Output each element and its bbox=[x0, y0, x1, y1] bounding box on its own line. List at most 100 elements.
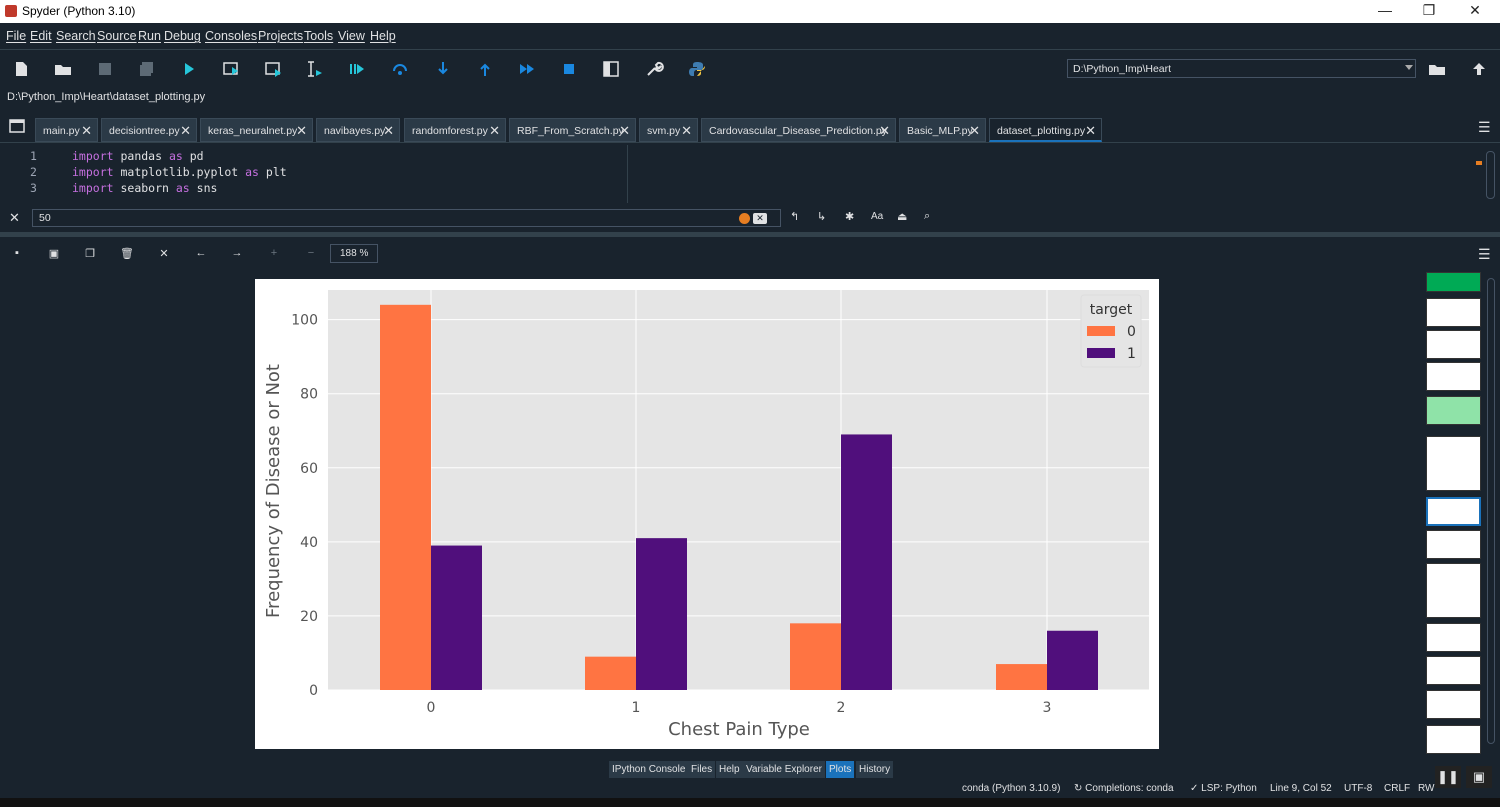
stop-debug-icon[interactable] bbox=[559, 59, 579, 79]
screen-icon[interactable]: ▣ bbox=[1466, 766, 1492, 788]
code-line[interactable]: import seaborn as sns bbox=[72, 181, 218, 195]
close-icon[interactable]: ✕ bbox=[879, 123, 890, 138]
find-next-icon[interactable]: ↳ bbox=[817, 211, 827, 223]
menu-projects[interactable]: Projects bbox=[258, 29, 304, 43]
close-icon[interactable]: ✕ bbox=[681, 123, 692, 138]
zoom-out-icon[interactable]: − bbox=[307, 247, 315, 259]
run-icon[interactable] bbox=[179, 59, 199, 79]
menu-view[interactable]: View bbox=[338, 29, 365, 43]
thumbnail-pie[interactable] bbox=[1426, 563, 1481, 618]
tab-cardovascular[interactable]: Cardovascular_Disease_Prediction.py ✕ bbox=[701, 118, 896, 142]
find-input[interactable]: 50 ✕ bbox=[32, 209, 781, 227]
tab-ipython-console[interactable]: IPython Console bbox=[609, 761, 689, 778]
preferences-icon[interactable] bbox=[644, 59, 664, 79]
find-previous-icon[interactable]: ↰ bbox=[790, 211, 800, 223]
tab-keras-neuralnet[interactable]: keras_neuralnet.py ✕ bbox=[200, 118, 313, 142]
run-selection-icon[interactable] bbox=[305, 59, 325, 79]
close-icon[interactable]: ✕ bbox=[619, 123, 630, 138]
step-over-icon[interactable] bbox=[390, 59, 410, 79]
maximize-pane-icon[interactable] bbox=[601, 59, 621, 79]
minimize-button[interactable]: — bbox=[1378, 2, 1392, 18]
debug-icon[interactable] bbox=[347, 59, 367, 79]
pause-icon[interactable]: ❚❚ bbox=[1435, 766, 1461, 788]
browse-folder-icon[interactable] bbox=[1427, 59, 1447, 79]
thumbnail-current[interactable] bbox=[1426, 497, 1481, 526]
pane-splitter[interactable] bbox=[0, 232, 1500, 237]
thumbnail-blue-bars[interactable] bbox=[1426, 690, 1481, 719]
parent-directory-icon[interactable] bbox=[1469, 59, 1489, 79]
maximize-button[interactable]: ❐ bbox=[1422, 2, 1436, 18]
thumbnail-blue-bars[interactable] bbox=[1426, 656, 1481, 685]
thumbnails-scrollbar[interactable] bbox=[1487, 278, 1495, 744]
close-icon[interactable]: ✕ bbox=[180, 123, 191, 138]
python-path-icon[interactable] bbox=[687, 59, 707, 79]
tab-plots[interactable]: Plots bbox=[826, 761, 855, 778]
menu-consoles[interactable]: Consoles bbox=[205, 29, 258, 43]
copy-plot-icon[interactable]: ❐ bbox=[85, 248, 95, 260]
save-icon[interactable] bbox=[95, 59, 115, 79]
search-in-selection-icon[interactable]: ⌕ bbox=[924, 210, 931, 222]
tab-main[interactable]: main.py ✕ bbox=[35, 118, 98, 142]
menu-tools[interactable]: Tools bbox=[304, 29, 334, 43]
whole-word-icon[interactable]: ⏏ bbox=[897, 211, 908, 223]
zoom-level[interactable]: 188 % bbox=[330, 244, 378, 263]
close-icon[interactable]: ✕ bbox=[383, 123, 394, 138]
tab-files[interactable]: Files bbox=[688, 761, 716, 778]
thumbnail-bars[interactable] bbox=[1426, 362, 1481, 391]
zoom-in-icon[interactable]: + bbox=[270, 247, 278, 259]
menu-source[interactable]: Source bbox=[97, 29, 137, 43]
save-plot-icon[interactable]: ▪ bbox=[15, 247, 19, 259]
menu-search[interactable]: Search bbox=[56, 29, 96, 43]
close-icon[interactable]: ✕ bbox=[296, 123, 307, 138]
code-line[interactable]: import matplotlib.pyplot as plt bbox=[72, 165, 287, 179]
close-icon[interactable]: ✕ bbox=[969, 123, 980, 138]
continue-icon[interactable] bbox=[517, 59, 537, 79]
menu-debug[interactable]: Debug bbox=[164, 29, 201, 43]
thumbnail-scatter[interactable] bbox=[1426, 436, 1481, 491]
save-all-icon[interactable] bbox=[137, 59, 157, 79]
plots-options-icon[interactable]: ☰ bbox=[1478, 246, 1491, 262]
code-line[interactable]: import pandas as pd bbox=[72, 149, 204, 163]
menu-file[interactable]: File bbox=[6, 29, 27, 43]
thumbnail-hist[interactable] bbox=[1426, 298, 1481, 327]
tab-rbf-from-scratch[interactable]: RBF_From_Scratch.py ✕ bbox=[509, 118, 636, 142]
thumbnail-blue-bars[interactable] bbox=[1426, 623, 1481, 652]
previous-plot-icon[interactable]: ← bbox=[195, 247, 207, 259]
tab-basic-mlp[interactable]: Basic_MLP.py ✕ bbox=[899, 118, 986, 142]
case-sensitive-icon[interactable]: Aa bbox=[871, 211, 884, 222]
menu-run[interactable]: Run bbox=[138, 29, 161, 43]
next-plot-icon[interactable]: → bbox=[231, 247, 243, 259]
tab-svm[interactable]: svm.py ✕ bbox=[639, 118, 698, 142]
close-icon[interactable]: ✕ bbox=[1085, 123, 1096, 138]
clear-icon[interactable]: ✕ bbox=[753, 213, 767, 224]
status-env[interactable]: conda (Python 3.10.9) bbox=[962, 783, 1061, 794]
close-icon[interactable]: ✕ bbox=[81, 123, 92, 138]
run-cell-advance-icon[interactable] bbox=[263, 59, 283, 79]
close-button[interactable]: ✕ bbox=[1469, 2, 1481, 18]
code-editor[interactable]: 1 2 3 import pandas as pd import matplot… bbox=[0, 142, 1500, 204]
thumbnail-scatter-grid[interactable] bbox=[1426, 530, 1481, 559]
tab-help[interactable]: Help bbox=[716, 761, 743, 778]
step-return-icon[interactable] bbox=[475, 59, 495, 79]
working-directory-input[interactable]: D:\Python_Imp\Heart bbox=[1067, 59, 1416, 78]
remove-plot-icon[interactable]: 🗑 bbox=[120, 248, 134, 260]
browse-tabs-icon[interactable] bbox=[9, 119, 25, 133]
thumbnail-matrix[interactable] bbox=[1426, 725, 1481, 754]
close-icon[interactable]: ✕ bbox=[489, 123, 500, 138]
run-cell-icon[interactable] bbox=[221, 59, 241, 79]
open-file-icon[interactable] bbox=[53, 59, 73, 79]
chevron-down-icon[interactable] bbox=[1405, 65, 1413, 70]
options-menu-icon[interactable]: ☰ bbox=[1478, 119, 1491, 135]
status-completions[interactable]: ↻ Completions: conda bbox=[1074, 783, 1174, 794]
tab-dataset-plotting[interactable]: dataset_plotting.py ✕ bbox=[989, 118, 1102, 142]
close-find-icon[interactable]: ✕ bbox=[9, 210, 20, 225]
thumbnail-heatmap[interactable] bbox=[1426, 272, 1481, 292]
thumbnail-hist[interactable] bbox=[1426, 330, 1481, 359]
tab-history[interactable]: History bbox=[856, 761, 894, 778]
tab-variable-explorer[interactable]: Variable Explorer bbox=[743, 761, 825, 778]
new-file-icon[interactable] bbox=[11, 59, 31, 79]
remove-all-plots-icon[interactable]: ✕ bbox=[159, 248, 169, 260]
regex-icon[interactable]: ✱ bbox=[845, 211, 855, 223]
step-into-icon[interactable] bbox=[433, 59, 453, 79]
tab-navibayes[interactable]: navibayes.py ✕ bbox=[316, 118, 400, 142]
